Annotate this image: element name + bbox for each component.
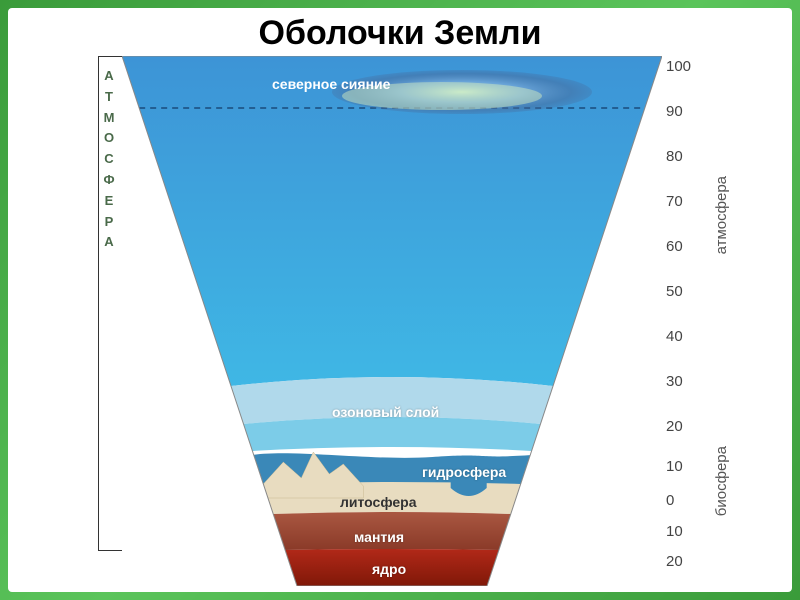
hydrosphere-label: гидросфера bbox=[422, 464, 506, 480]
scale-tick: 20 bbox=[666, 553, 683, 570]
axis-letter: Р bbox=[100, 212, 118, 233]
scale-tick: 100 bbox=[666, 58, 691, 75]
axis-letter: А bbox=[100, 232, 118, 253]
scale-tick: 20 bbox=[666, 418, 683, 435]
axis-letter: С bbox=[100, 149, 118, 170]
axis-letter: Т bbox=[100, 87, 118, 108]
outer-frame: Оболочки Земли АТМОСФЕРА северное сияние… bbox=[0, 0, 800, 600]
mantle-label: мантия bbox=[354, 529, 404, 545]
wedge-container: северное сияние озоновый слой гидросфера… bbox=[122, 56, 662, 586]
vertical-scale-label: атмосфера bbox=[713, 176, 730, 254]
left-axis-label: АТМОСФЕРА bbox=[100, 66, 118, 253]
axis-letter: О bbox=[100, 128, 118, 149]
page-title: Оболочки Земли bbox=[8, 8, 792, 55]
scale-tick: 50 bbox=[666, 283, 683, 300]
core-label: ядро bbox=[372, 561, 406, 577]
diagram: АТМОСФЕРА северное сияние озоновый слой … bbox=[98, 56, 718, 586]
scale-tick: 60 bbox=[666, 238, 683, 255]
axis-letter: М bbox=[100, 108, 118, 129]
scale-tick: 70 bbox=[666, 193, 683, 210]
scale-tick: 10 bbox=[666, 523, 683, 540]
axis-letter: Ф bbox=[100, 170, 118, 191]
vertical-scale-label: биосфера bbox=[713, 446, 730, 516]
scale-tick: 0 bbox=[666, 492, 674, 509]
lithosphere-label: литосфера bbox=[340, 494, 417, 510]
scale-tick: 30 bbox=[666, 373, 683, 390]
aurora-label: северное сияние bbox=[272, 76, 390, 92]
axis-letter: Е bbox=[100, 191, 118, 212]
scale-tick: 40 bbox=[666, 328, 683, 345]
inner-frame: Оболочки Земли АТМОСФЕРА северное сияние… bbox=[8, 8, 792, 592]
scale-tick: 80 bbox=[666, 148, 683, 165]
axis-letter: А bbox=[100, 66, 118, 87]
scale-tick: 90 bbox=[666, 103, 683, 120]
right-scale: 10090807060504030201001020атмосферабиосф… bbox=[662, 56, 718, 586]
ozone-label: озоновый слой bbox=[332, 404, 439, 420]
scale-tick: 10 bbox=[666, 458, 683, 475]
